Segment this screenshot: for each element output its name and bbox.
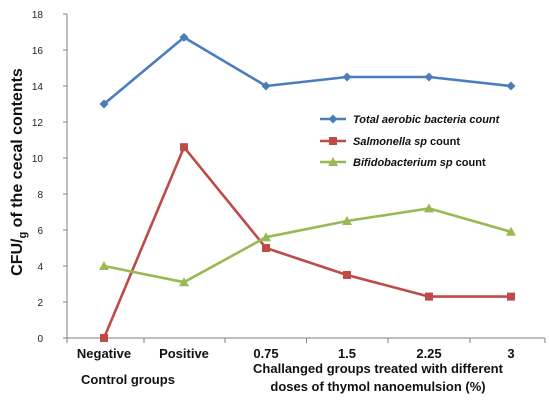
data-point [262,244,270,252]
y-tick-label: 16 [32,46,44,57]
data-point [179,277,189,287]
y-axis-label-sub: g [17,232,29,239]
x-tick-label: 0.75 [253,346,278,361]
data-point [343,271,351,279]
data-point [100,334,108,342]
x-tick-label: Negative [77,346,131,361]
series-1 [99,32,516,109]
legend-label-part: count [427,136,460,148]
data-point [424,72,434,82]
y-axis-ticks: 0 2 4 6 8 10 12 14 16 18 [32,10,67,345]
data-point [506,81,516,91]
x-tick-label: 1.5 [338,346,356,361]
y-axis-label-main: CFU/ [9,238,26,276]
y-tick-label: 2 [37,298,43,309]
legend: Total aerobic bacteria count Salmonella s… [320,114,501,169]
legend-label: Total aerobic bacteria count [353,114,501,126]
y-tick-label: 8 [37,190,43,201]
data-point [261,232,271,242]
series-line [103,36,512,105]
legend-label-part: Salmonella sp [353,136,427,148]
data-point [99,99,109,109]
data-point [180,143,188,152]
x-tick-label: Positive [159,346,209,361]
legend-swatch-marker [329,137,337,145]
data-point [99,261,109,270]
y-tick-label: 0 [37,334,43,345]
x-tick-label: 3 [507,346,514,361]
axes [66,14,545,339]
legend-item: Bifidobacterium sp count [320,157,486,169]
data-point [507,292,515,301]
series-2 [100,143,515,342]
y-tick-label: 4 [37,262,43,273]
data-point [179,32,189,42]
legend-swatch-marker [328,157,338,166]
legend-label-part: Bifidobacterium sp [353,157,453,169]
legend-swatch-marker [328,114,338,124]
series-layer [99,32,516,342]
legend-label-part: count [453,157,486,169]
y-tick-label: 18 [32,10,44,21]
data-point [342,72,352,82]
data-point [425,292,433,301]
legend-label-part: Total aerobic bacteria count [353,114,501,126]
data-point [342,216,352,225]
series-3 [99,203,516,287]
y-tick-label: 10 [32,154,44,165]
y-tick-label: 12 [32,118,44,129]
series-line [102,145,511,339]
series-line [103,207,512,284]
legend-label: Salmonella sp count [353,136,460,148]
treated-groups-label-line2: doses of thymol nanoemulsion (%) [270,379,485,394]
x-axis-ticks: Negative Positive 0.75 1.5 2.25 3 [66,338,546,361]
treated-groups-label-line1: Challanged groups treated with different [253,361,504,376]
control-groups-label: Control groups [81,372,175,387]
legend-item: Salmonella sp count [320,136,460,148]
data-point [424,203,434,213]
y-tick-label: 14 [32,82,44,93]
data-point [261,81,271,91]
y-axis-label-rest: of the cecal contents [9,68,26,232]
y-tick-label: 6 [37,226,43,237]
data-point [506,226,516,236]
legend-item: Total aerobic bacteria count [320,114,501,126]
y-axis-label: CFU/g of the cecal contents [9,68,29,276]
x-tick-label: 2.25 [416,346,441,361]
legend-label: Bifidobacterium sp count [353,157,486,169]
